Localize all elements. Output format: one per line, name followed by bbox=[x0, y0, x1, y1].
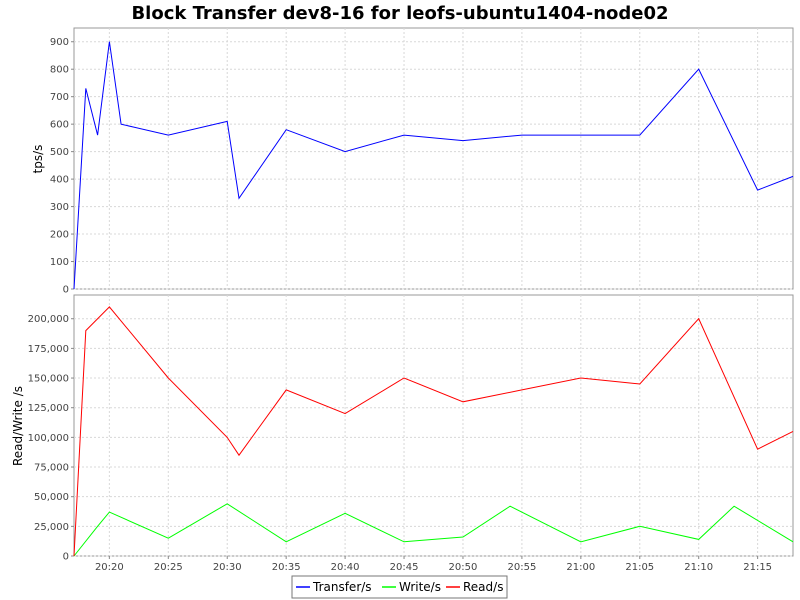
x-tick-label: 20:45 bbox=[390, 562, 419, 573]
top-y-tick-label: 900 bbox=[50, 37, 69, 48]
top-y-tick-label: 300 bbox=[50, 202, 69, 213]
bottom-y-tick-label: 50,000 bbox=[34, 492, 69, 503]
legend-label-write: Write/s bbox=[399, 580, 441, 594]
legend-item-write: Write/s bbox=[382, 580, 441, 594]
x-tick-label: 21:10 bbox=[684, 562, 713, 573]
x-tick-label: 21:00 bbox=[566, 562, 595, 573]
top-y-tick-label: 600 bbox=[50, 120, 69, 131]
legend-box bbox=[291, 575, 508, 599]
top-grid bbox=[74, 28, 793, 290]
top-y-tick-label: 0 bbox=[63, 285, 69, 296]
legend-item-read: Read/s bbox=[446, 580, 503, 594]
x-tick-label: 20:20 bbox=[95, 562, 124, 573]
top-y-tick-label: 400 bbox=[50, 175, 69, 186]
x-tick-label: 20:50 bbox=[449, 562, 478, 573]
series-line-read-s bbox=[73, 306, 794, 557]
bottom-y-tick-label: 200,000 bbox=[28, 314, 69, 325]
top-y-tick-label: 700 bbox=[50, 92, 69, 103]
top-y-tick-label: 500 bbox=[50, 147, 69, 158]
top-y-tick-label: 800 bbox=[50, 65, 69, 76]
x-ticks: 20:20 20:25 20:30 20:35 20:40 20:45 20:50 20:55… bbox=[95, 556, 772, 573]
x-tick-label: 20:25 bbox=[154, 562, 183, 573]
bottom-y-tick-label: 125,000 bbox=[28, 403, 69, 414]
bottom-y-ticks: 0 25,000 50,000 75,000 100,000 125,000 150,000… bbox=[28, 314, 74, 563]
bottom-plot-panel: 0 25,000 50,000 75,000 100,000 125,000 150,000… bbox=[11, 294, 794, 573]
bottom-y-tick-label: 75,000 bbox=[34, 463, 69, 474]
series-line-transfer-s bbox=[73, 41, 794, 290]
top-y-axis-label: tps/s bbox=[31, 145, 45, 174]
bottom-y-tick-label: 150,000 bbox=[28, 374, 69, 385]
bottom-y-tick-label: 175,000 bbox=[28, 344, 69, 355]
x-tick-label: 21:05 bbox=[625, 562, 654, 573]
x-tick-label: 20:35 bbox=[272, 562, 301, 573]
top-plot-panel: 0 100 200 300 400 500 600 700 800 900 tps/s bbox=[31, 27, 794, 296]
bottom-y-tick-label: 0 bbox=[63, 552, 69, 563]
top-y-tick-label: 200 bbox=[50, 230, 69, 241]
top-y-tick-label: 100 bbox=[50, 257, 69, 268]
chart-title: Block Transfer dev8-16 for leofs-ubuntu1… bbox=[131, 3, 668, 24]
x-tick-label: 20:30 bbox=[213, 562, 242, 573]
x-tick-label: 20:40 bbox=[331, 562, 360, 573]
legend-item-transfer: Transfer/s bbox=[296, 580, 372, 594]
top-plot-area bbox=[73, 27, 794, 290]
legend-label-read: Read/s bbox=[463, 580, 503, 594]
bottom-plot-area bbox=[73, 294, 794, 557]
x-tick-label: 21:15 bbox=[743, 562, 772, 573]
legend: Transfer/s Write/s Read/s bbox=[291, 575, 508, 599]
top-y-ticks: 0 100 200 300 400 500 600 700 800 900 bbox=[50, 37, 74, 296]
bottom-series bbox=[73, 306, 794, 557]
bottom-y-tick-label: 100,000 bbox=[28, 433, 69, 444]
bottom-y-tick-label: 25,000 bbox=[34, 522, 69, 533]
bottom-y-axis-label: Read/Write /s bbox=[11, 386, 25, 466]
legend-label-transfer: Transfer/s bbox=[312, 580, 372, 594]
x-tick-label: 20:55 bbox=[507, 562, 536, 573]
series-line-write-s bbox=[73, 503, 794, 557]
top-series bbox=[73, 41, 794, 290]
